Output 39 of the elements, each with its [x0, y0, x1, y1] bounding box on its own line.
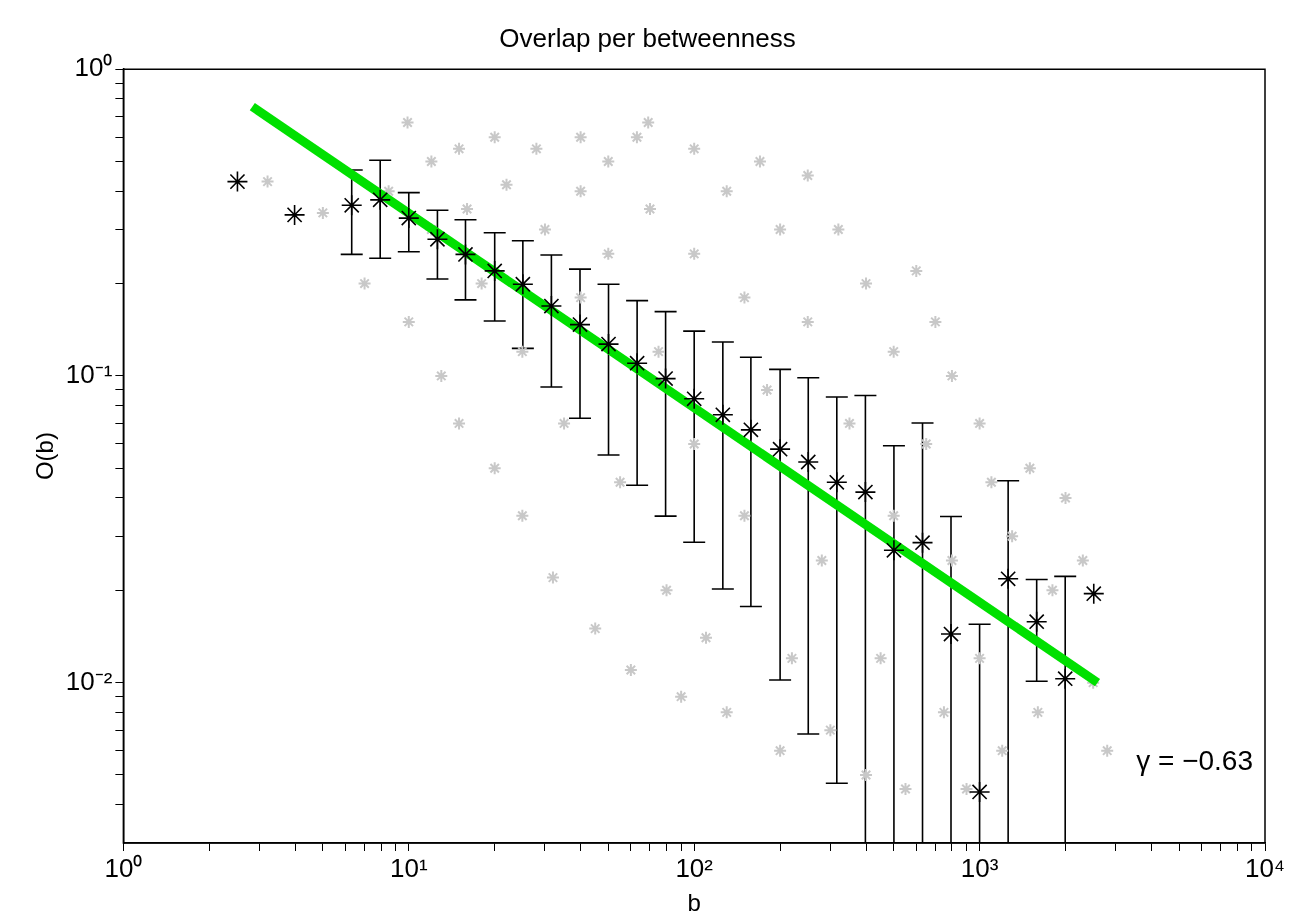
point	[654, 367, 677, 390]
x-tick-label: 10⁴	[1244, 852, 1286, 883]
point	[740, 419, 762, 441]
point	[826, 471, 848, 494]
point	[483, 260, 506, 282]
point	[797, 451, 820, 473]
point	[769, 438, 791, 460]
point	[683, 388, 705, 410]
point	[854, 481, 877, 503]
chart-title: Overlap per betweenness	[499, 22, 796, 53]
point	[1054, 667, 1076, 690]
point	[540, 295, 563, 317]
point	[369, 189, 391, 211]
x-axis-title: b	[687, 889, 701, 917]
point	[883, 539, 905, 562]
x-tick-label: 10⁰	[104, 852, 143, 883]
x-tick-label: 10³	[960, 852, 999, 883]
x-tick-label: 10¹	[389, 852, 428, 883]
y-axis-title: O(b)	[31, 432, 59, 481]
point	[940, 623, 962, 645]
point	[968, 781, 991, 803]
point	[626, 352, 648, 375]
y-tick-label: 10⁻²	[65, 665, 113, 696]
point	[911, 531, 934, 554]
point	[454, 243, 477, 266]
x-tick-label: 10²	[675, 852, 714, 883]
point	[340, 194, 363, 217]
point	[426, 228, 449, 251]
point	[569, 313, 591, 336]
point	[997, 568, 1019, 590]
y-tick-label: 10⁰	[74, 52, 113, 83]
point	[597, 333, 620, 355]
point	[1025, 610, 1048, 633]
annotation: γ = −0.63	[1136, 744, 1253, 776]
point	[397, 207, 420, 229]
point	[1082, 582, 1105, 605]
y-tick-label: 10⁻¹	[65, 359, 113, 390]
point	[512, 273, 534, 296]
point	[712, 403, 734, 426]
